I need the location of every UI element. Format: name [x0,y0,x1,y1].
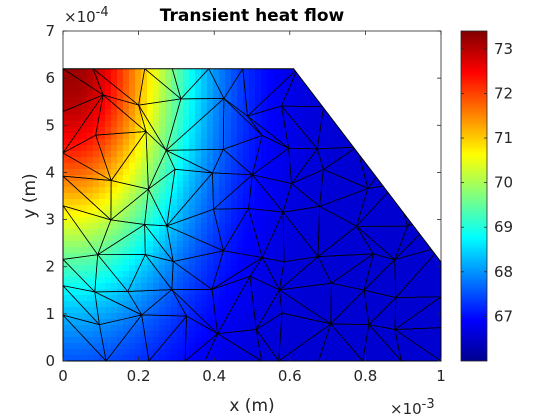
y-tick-label: 0 [45,352,55,370]
y-tick-label: 5 [45,116,55,134]
colorbar-tick-label: 69 [494,218,513,236]
x-exponent-label: ×10-3 [390,397,435,418]
colorbar [460,30,488,362]
colorbar-tick-label: 67 [494,307,513,325]
colorbar-tick-label: 72 [494,84,513,102]
x-tick-label: 0.6 [278,367,302,385]
mesh-triangle [171,68,210,100]
mesh-triangle [208,68,244,100]
colorbar-ticks: 67 68 69 70 71 72 73 [461,40,513,325]
y-tick-label: 3 [45,211,55,229]
y-tick-label: 4 [45,163,55,181]
x-tick-label: 1 [436,367,446,385]
y-tick-label: 2 [45,258,55,276]
colorbar-tick-label: 73 [494,40,513,58]
x-tick-label: 0.4 [202,367,226,385]
y-exponent-label: ×10-4 [64,5,109,26]
colorbar-tick-label: 71 [494,129,513,147]
x-tick-label: 0.8 [353,367,377,385]
x-axis-ticks: 0 0.2 0.4 0.6 0.8 1 [58,31,446,385]
x-axis-label: x (m) [229,396,274,416]
y-tick-label: 1 [45,305,55,323]
y-axis-label: y (m) [20,173,40,218]
temperature-field [63,68,441,361]
colorbar-tick-label: 68 [494,263,513,281]
domain-outline [62,68,442,362]
x-tick-label: 0.2 [127,367,151,385]
y-tick-label: 7 [45,22,55,40]
mesh-triangle [242,68,299,117]
colorbar-tick-label: 70 [494,174,513,192]
chart-title: Transient heat flow [160,6,345,26]
y-tick-label: 6 [45,69,55,87]
x-tick-label: 0 [58,367,68,385]
y-axis-ticks: 0 1 2 3 4 5 6 7 [45,22,441,370]
